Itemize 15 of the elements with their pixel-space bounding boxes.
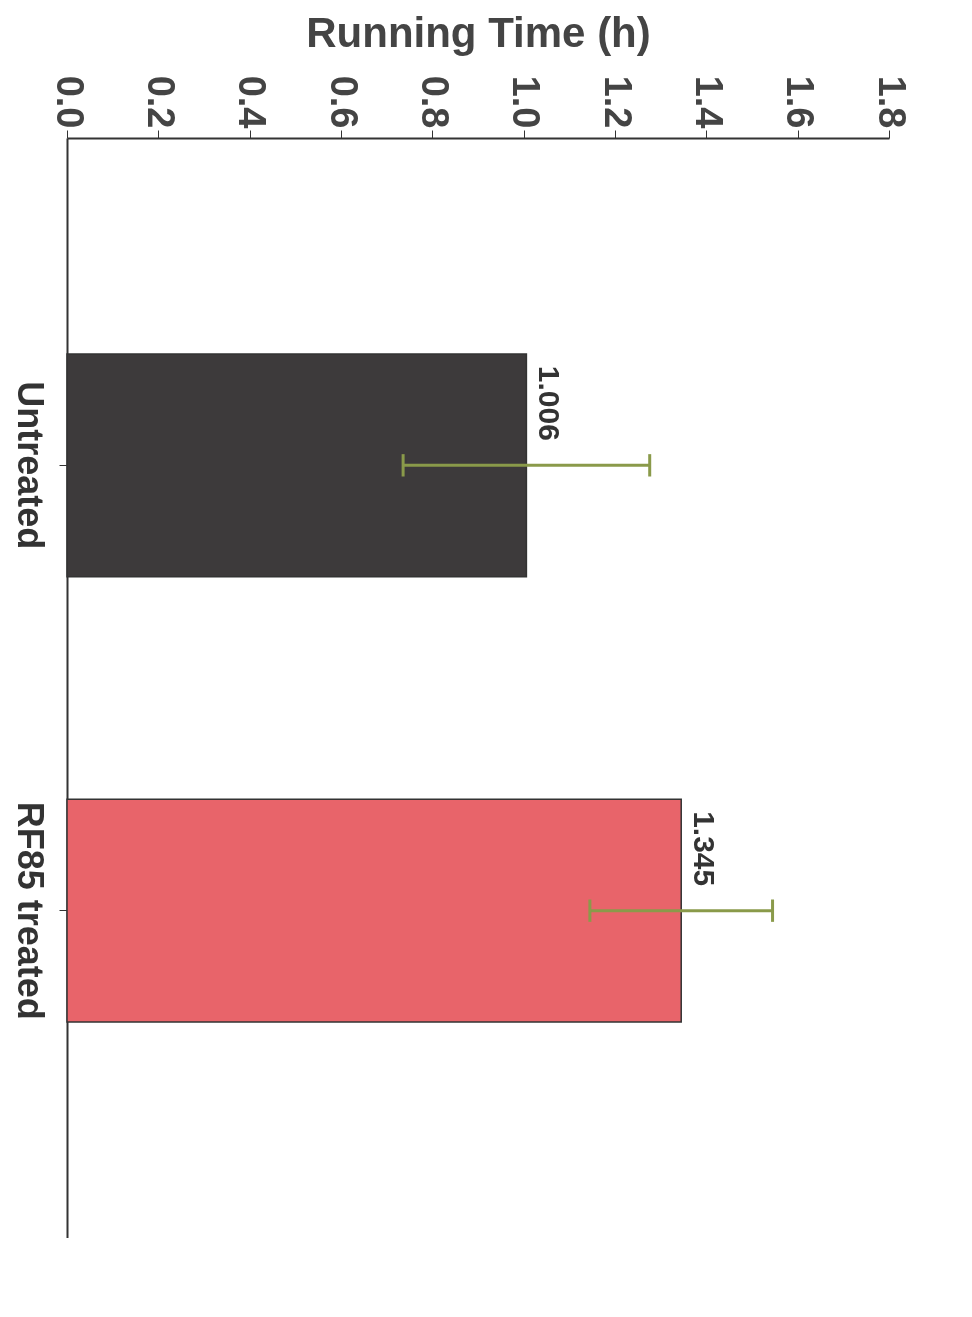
x-tick-label: 1.6	[779, 75, 822, 129]
x-tick-label: 1.4	[687, 75, 730, 129]
x-tick-label: 1.2	[596, 75, 639, 129]
y-tick-label: Untreated	[9, 381, 51, 550]
x-tick-label: 0.8	[413, 75, 456, 129]
y-tick-label: RF85 treated	[9, 801, 51, 1020]
x-tick-label: 0.0	[48, 75, 91, 129]
data-label: 1.345	[688, 811, 722, 887]
x-tick-label: 0.2	[139, 75, 182, 129]
x-axis-title: Running Time (h)	[306, 8, 651, 56]
x-tick-label: 0.6	[322, 75, 365, 129]
x-tick-label: 1.8	[870, 75, 913, 129]
x-tick-label: 0.4	[231, 75, 274, 129]
data-label: 1.006	[533, 365, 567, 441]
x-tick-label: 1.0	[505, 75, 548, 129]
